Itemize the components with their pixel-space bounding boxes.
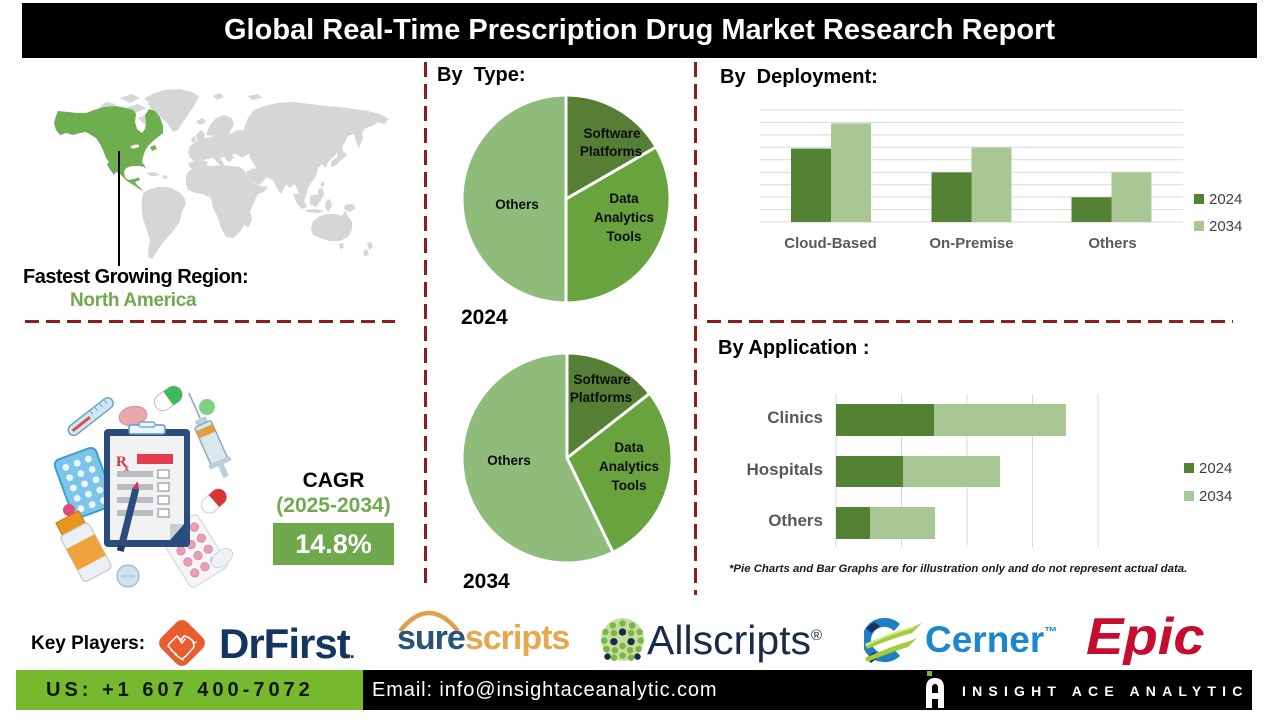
svg-text:Analytics: Analytics [594, 210, 654, 225]
svg-text:Platforms: Platforms [580, 144, 642, 159]
svg-text:Data: Data [609, 191, 639, 206]
svg-text:Tools: Tools [607, 229, 642, 244]
svg-text:Analytics: Analytics [599, 459, 659, 474]
svg-text:Others: Others [495, 197, 539, 212]
svg-text:Tools: Tools [612, 478, 647, 493]
svg-text:R: R [116, 454, 127, 470]
svg-text:Software: Software [573, 372, 631, 387]
svg-text:Software: Software [583, 126, 641, 141]
svg-text:Data: Data [614, 440, 644, 455]
svg-text:Others: Others [487, 453, 531, 468]
svg-text:x: x [124, 463, 129, 474]
svg-text:Platforms: Platforms [570, 390, 632, 405]
